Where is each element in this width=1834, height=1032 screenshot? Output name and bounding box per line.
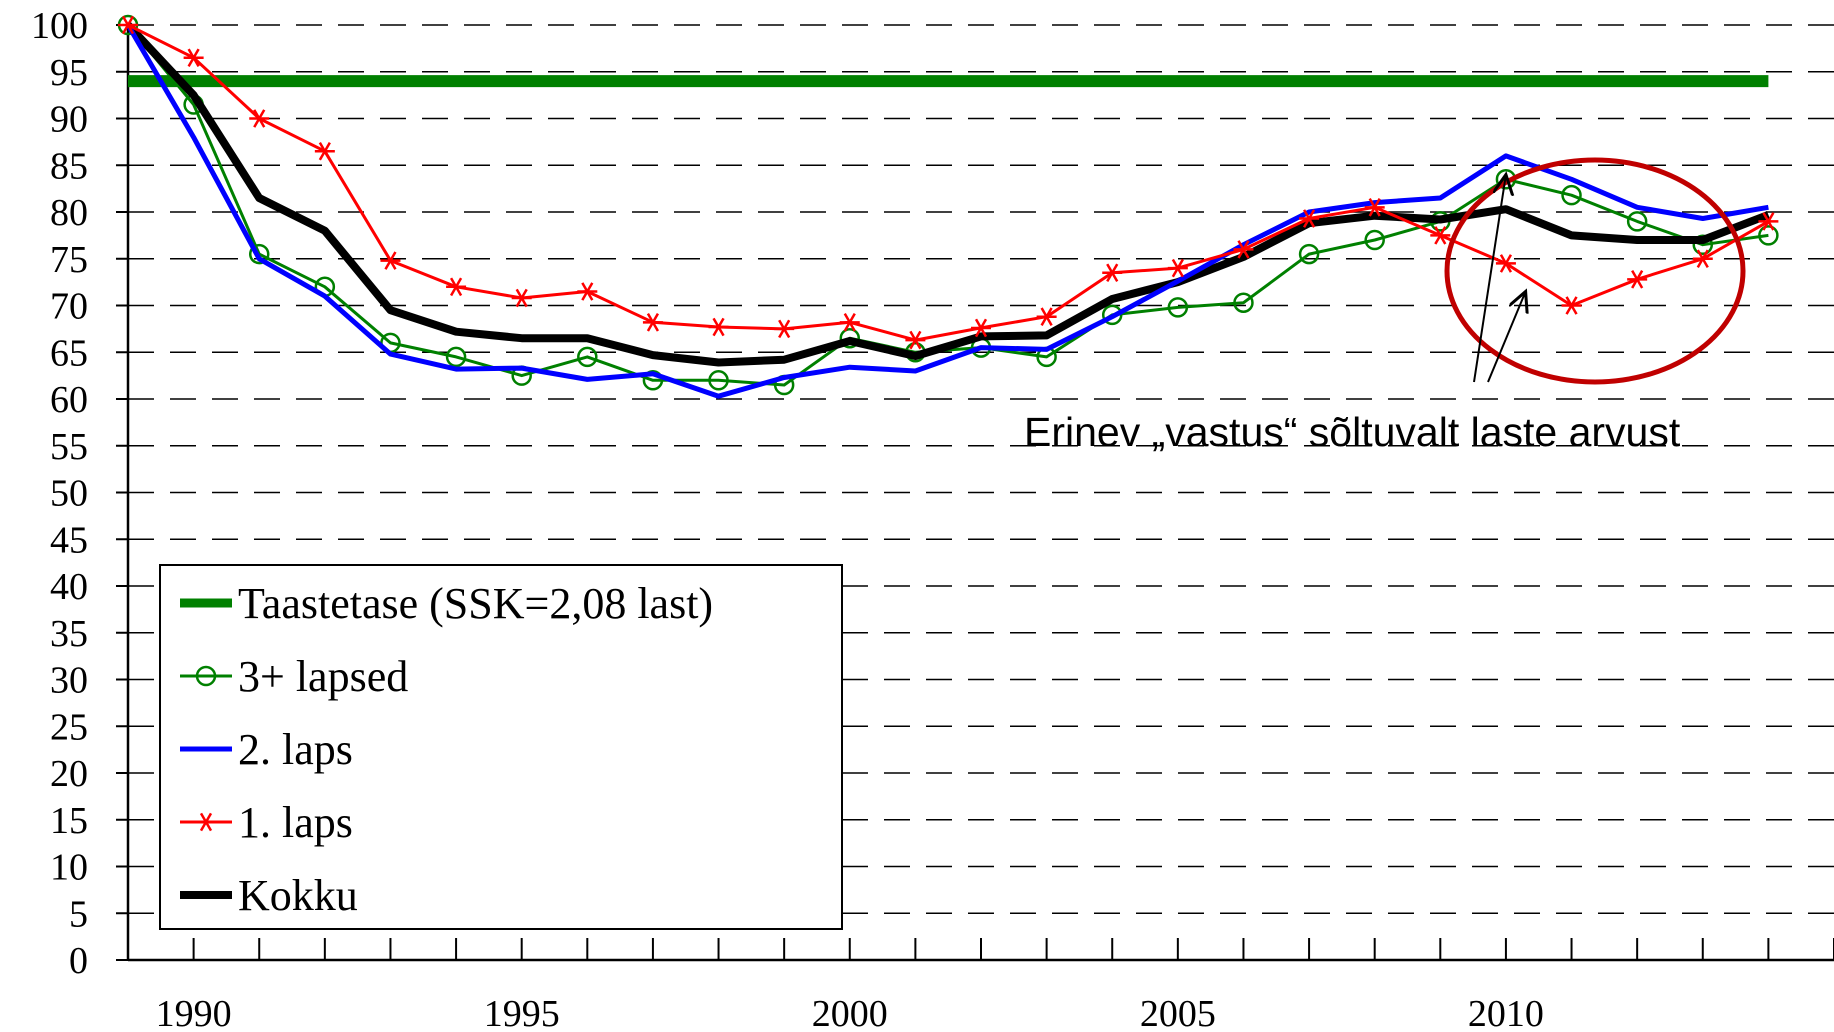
point-1-laps-2008	[1364, 198, 1385, 217]
legend-label-1-laps: 1. laps	[238, 798, 353, 847]
y-tick-label-35: 35	[50, 613, 88, 655]
annotation-arrow-2	[1487, 291, 1526, 383]
y-tick-label-0: 0	[69, 940, 88, 982]
x-axis: 1990 1995 2000 2005 2010	[126, 25, 1834, 1032]
point-1-laps-1992	[314, 141, 335, 161]
point-1-laps-2001	[905, 330, 926, 350]
legend: Taastetase (SSK=2,08 last) 3+ lapsed 2. la…	[159, 564, 843, 930]
point-1-laps-1998	[708, 317, 729, 337]
point-1-laps-1997	[642, 313, 663, 332]
legend-label-2-laps: 2. laps	[238, 725, 353, 774]
series-1-laps	[118, 15, 1779, 350]
point-1-laps-1994	[446, 277, 467, 297]
point-1-laps-2003	[1036, 307, 1057, 327]
legend-marker-3-lapsed	[195, 665, 217, 687]
point-1-laps-1989	[118, 15, 138, 35]
point-1-laps-1991	[249, 109, 270, 128]
y-tick-label-70: 70	[50, 286, 88, 328]
annotation-text: Erinev „vastus“ sõltuvalt laste arvust	[1024, 409, 1681, 455]
annotation: Erinev „vastus“ sõltuvalt laste arvust	[1024, 157, 1746, 455]
y-tick-label-80: 80	[50, 192, 88, 234]
y-tick-label-85: 85	[50, 145, 88, 187]
x-tick-label-2010: 2010	[1468, 993, 1544, 1032]
point-3-lapsed-2008	[1364, 229, 1385, 251]
point-3-lapsed-2006	[1233, 292, 1254, 313]
point-3-lapsed-2000	[839, 327, 861, 349]
point-1-laps-2009	[1430, 226, 1451, 245]
point-3-lapsed-2013	[1692, 234, 1714, 255]
point-1-laps-2006	[1233, 240, 1254, 259]
point-3-lapsed-2005	[1167, 297, 1189, 318]
series-line-1-laps	[127, 23, 1770, 342]
point-1-laps-1993	[380, 251, 401, 270]
point-1-laps-2010	[1495, 254, 1516, 273]
y-tick-label-15: 15	[50, 800, 88, 842]
y-tick-label-65: 65	[50, 332, 88, 374]
series-lines	[117, 14, 1779, 399]
point-3-lapsed-2011	[1561, 184, 1582, 206]
y-tick-label-95: 95	[50, 52, 88, 94]
x-tick-label-2005: 2005	[1140, 993, 1216, 1032]
y-tick-label-45: 45	[50, 519, 88, 561]
series-kokku	[125, 22, 1770, 367]
legend-box	[159, 564, 843, 930]
point-1-laps-1990	[183, 48, 204, 68]
annotation-circle	[1444, 157, 1746, 385]
y-tick-label-5: 5	[69, 893, 88, 935]
point-1-laps-2013	[1692, 249, 1713, 269]
point-1-laps-2014	[1758, 212, 1779, 231]
y-tick-labels: 0510152025303540455055606570758085909510…	[31, 5, 128, 982]
x-tick-label-1990: 1990	[156, 993, 232, 1032]
legend-label-kokku: Kokku	[238, 871, 358, 920]
gridlines	[128, 24, 1834, 915]
point-1-laps-2007	[1299, 209, 1320, 228]
annotation-arrow-1	[1473, 175, 1506, 383]
point-3-lapsed-1991	[248, 243, 270, 265]
y-tick-label-90: 90	[50, 99, 88, 141]
point-3-lapsed-1997	[642, 370, 664, 391]
y-tick-label-75: 75	[50, 239, 88, 281]
point-3-lapsed-2004	[1101, 304, 1123, 326]
point-1-laps-2012	[1627, 270, 1648, 289]
point-1-laps-2004	[1102, 263, 1123, 283]
legend-marker-1-laps	[196, 812, 216, 832]
y-tick-label-60: 60	[50, 379, 88, 421]
point-1-laps-1996	[577, 282, 598, 301]
point-3-lapsed-1994	[445, 346, 467, 368]
point-1-laps-2011	[1561, 296, 1582, 315]
point-3-lapsed-1998	[708, 370, 729, 391]
point-1-laps-2002	[971, 318, 991, 338]
y-tick-label-50: 50	[50, 473, 88, 515]
point-3-lapsed-1996	[577, 346, 598, 368]
point-1-laps-1999	[774, 319, 795, 339]
x-tick-label-1995: 1995	[484, 993, 560, 1032]
point-1-laps-2000	[839, 313, 860, 332]
y-tick-label-40: 40	[50, 566, 88, 608]
series-line-2-laps	[125, 23, 1769, 399]
x-tick-label-2000: 2000	[812, 993, 888, 1032]
y-tick-label-20: 20	[50, 753, 88, 795]
series-2-laps	[125, 23, 1769, 399]
y-tick-label-25: 25	[50, 706, 88, 748]
y-tick-label-10: 10	[50, 847, 88, 889]
point-1-laps-2005	[1167, 258, 1188, 278]
y-tick-label-55: 55	[50, 426, 88, 468]
point-3-lapsed-2007	[1298, 243, 1320, 265]
point-1-laps-1995	[511, 288, 532, 308]
legend-label-3-lapsed: 3+ lapsed	[238, 652, 408, 701]
y-tick-label-30: 30	[50, 660, 88, 702]
point-3-lapsed-2012	[1626, 211, 1648, 232]
y-tick-label-100: 100	[31, 5, 88, 47]
legend-label-taastetase-ssk-2-08-last: Taastetase (SSK=2,08 last)	[238, 579, 713, 628]
point-3-lapsed-2014	[1758, 225, 1779, 246]
series-line-kokku	[125, 22, 1770, 367]
